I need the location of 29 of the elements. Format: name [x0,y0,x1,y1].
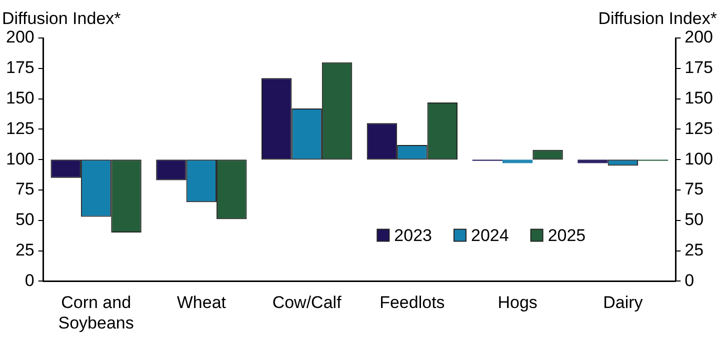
y-tick-label: 125 [6,118,34,138]
y-tick-label: 0 [24,270,34,290]
y-tick-label: 100 [6,149,34,168]
y2-axis-title: Diffusion Index* [598,9,718,28]
x-tick-label: Wheat [176,293,226,312]
x-tick-label: Dairy [603,293,644,312]
x-tick-label: Hogs [498,293,538,312]
y-tick-label: 150 [6,88,34,108]
y2-tick-label: 25 [684,240,704,260]
y2-tick-label: 125 [684,118,714,138]
y2-tick-label: 200 [684,28,714,47]
y2-tick-label: 100 [684,149,714,168]
y-tick-label: 25 [15,240,34,260]
y2-tick-label: 50 [684,210,704,230]
x-tick-label: Corn and Soybeans [58,293,134,332]
x-tick-label: Cow/Calf [272,293,342,312]
legend-label: 2024 [471,226,509,245]
y2-tick-label: 0 [684,270,694,290]
y-tick-label: 200 [6,28,34,47]
y-tick-label: 50 [15,210,34,230]
y2-tick-label: 175 [684,58,714,78]
y2-tick-label: 75 [684,180,704,199]
y-tick-label: 175 [6,58,34,78]
y2-tick-label: 150 [684,88,714,108]
y-tick-label: 75 [15,180,34,199]
legend-label: 2025 [548,226,586,245]
y-axis-title: Diffusion Index* [2,9,122,28]
legend-label: 2023 [394,226,432,245]
x-tick-label: Feedlots [380,293,445,312]
